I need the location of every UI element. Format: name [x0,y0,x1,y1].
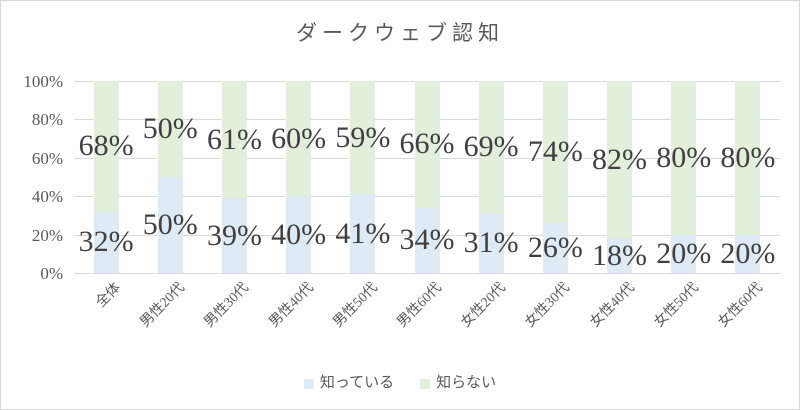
plot-area: 32% 68% 50% 50% 39% 61% 40% 60% 41% 59% 34% 66% 31% 6… [74,81,780,274]
bar-segment-known [735,234,761,273]
bar-value-label-known: 20% [656,236,712,270]
bar-value-label-unknown: 60% [271,121,327,155]
x-axis-category-label: 女性20代 [458,280,510,331]
bar-value-label-unknown: 69% [463,130,519,164]
x-axis-category-label: 女性40代 [587,280,638,331]
bar-value-label-known: 50% [142,208,198,241]
bar-value-label-unknown: 68% [78,129,134,163]
bar-segment-unknown [286,81,312,197]
y-axis-tick-label: 0% [40,264,63,283]
bar-segment-unknown [350,81,376,195]
bar-segment-unknown [157,81,183,177]
bar-value-label-known: 41% [335,216,391,250]
legend-label-known: 知っている [319,375,395,391]
x-axis-category-label: 男性30代 [202,280,253,331]
gridline [74,273,780,274]
bar-segment-unknown [414,81,440,208]
bar-value-label-unknown: 61% [206,122,262,156]
bar-segment-known [414,207,440,273]
bar-segment-unknown [93,81,119,212]
y-axis-tick-label: 100% [23,72,63,91]
bar-segment-known [542,223,568,273]
bar-value-label-known: 26% [527,231,583,265]
legend-label-unknown: 知らない [436,375,497,391]
bar-segment-known [221,198,247,273]
legend-swatch-known [303,378,314,389]
bar-segment-unknown [607,81,633,239]
legend-item-known: 知っている [303,375,395,391]
bar-segment-known [350,194,376,273]
bar-value-label-known: 18% [592,238,648,272]
bar-segment-unknown [478,81,504,214]
legend-swatch-unknown [420,378,431,389]
bar-segment-known [286,196,312,273]
y-axis-tick-label: 80% [31,110,63,130]
x-axis-category-label: 女性30代 [523,280,574,331]
x-axis-category-label: 男性50代 [330,280,381,331]
x-axis-category-label: 男性20代 [137,280,189,331]
bar-segment-unknown [735,81,761,235]
bar-value-label-unknown: 66% [399,127,455,161]
bar-value-label-known: 32% [78,225,134,259]
legend: 知っている 知らない [1,376,799,391]
y-axis-tick-label: 20% [31,225,63,245]
x-axis-category-label: 女性60代 [715,280,766,331]
x-axis-category-label: 全体 [93,280,124,311]
bar-segment-known [157,177,183,273]
bar-value-label-unknown: 50% [142,112,198,145]
x-axis-category-label: 男性40代 [266,280,317,331]
x-axis-category-label: 女性50代 [651,280,702,331]
bar-value-label-known: 40% [271,217,327,251]
x-axis-category-label: 男性60代 [394,280,445,331]
y-axis-tick-label: 60% [31,148,63,168]
bar-segment-unknown [221,81,247,199]
bar-value-label-unknown: 80% [720,140,776,174]
legend-item-unknown: 知らない [420,376,496,391]
bar-segment-known [671,234,697,273]
bar-segment-known [607,238,633,273]
bar-value-label-unknown: 82% [592,142,648,176]
bar-segment-unknown [542,81,568,224]
bar-value-label-known: 31% [463,226,519,260]
bar-value-label-known: 34% [399,223,455,257]
bar-value-label-known: 39% [206,218,262,252]
y-axis-tick-label: 40% [31,187,63,207]
bar-value-label-unknown: 59% [335,120,391,154]
bar-value-label-unknown: 80% [656,140,712,174]
bar-value-label-known: 20% [720,236,776,270]
bar-segment-known [93,211,119,273]
bar-value-label-unknown: 74% [527,135,583,169]
bar-segment-unknown [671,81,697,235]
bar-segment-known [478,213,504,273]
chart-title: ダークウェブ認知 [296,21,504,45]
